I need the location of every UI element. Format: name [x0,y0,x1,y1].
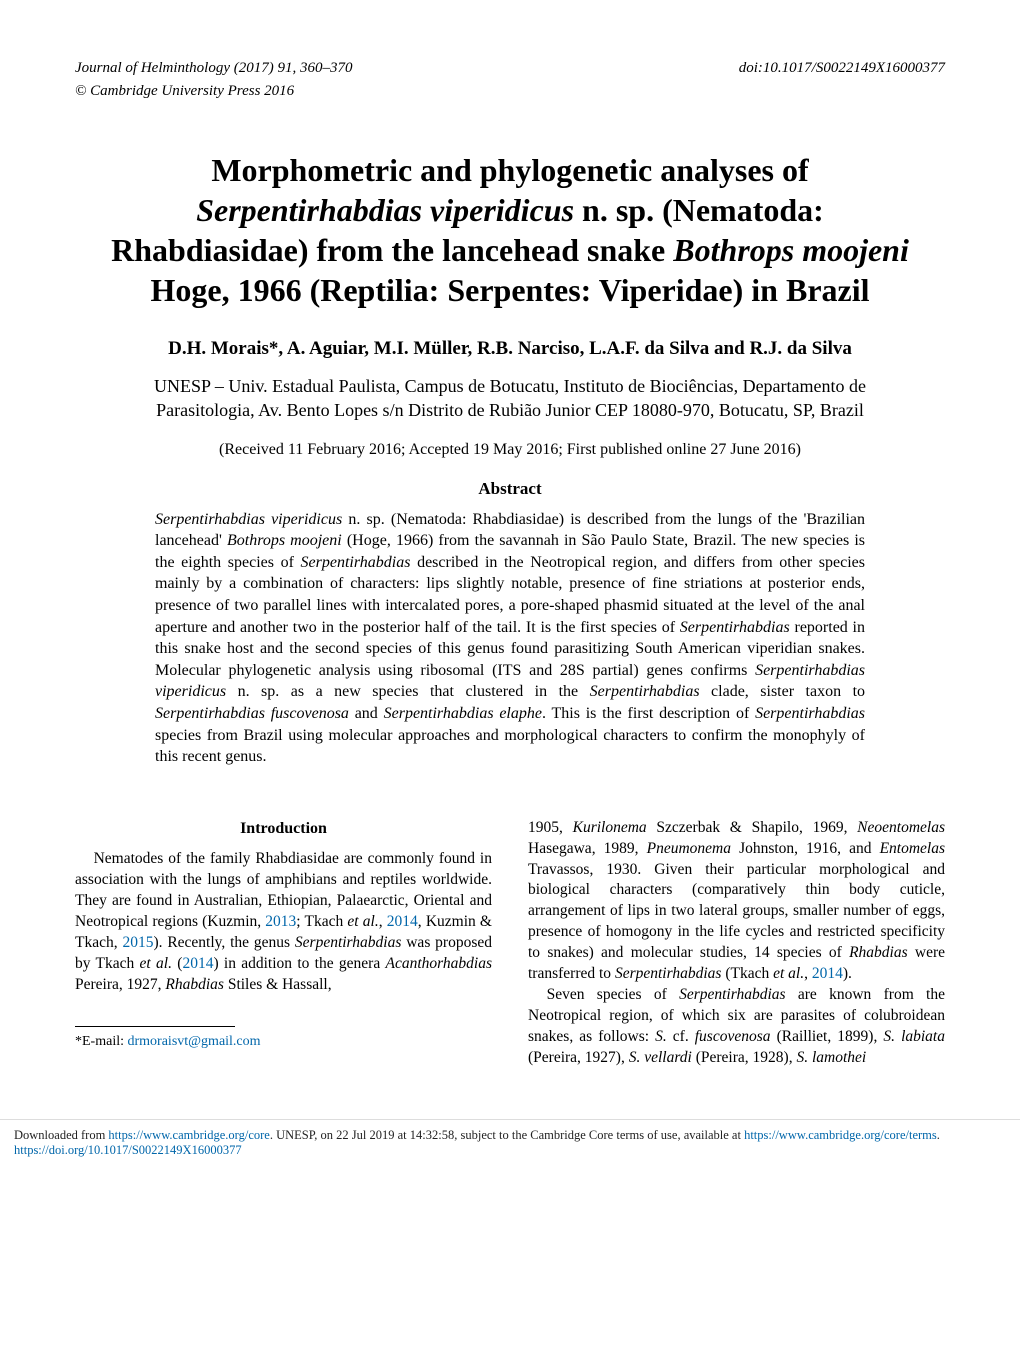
copyright-line: © Cambridge University Press 2016 [75,83,945,100]
intro-txt: Pereira, 1927, [75,976,165,993]
citation-link-kuzmin-tkach-2015[interactable]: 2015 [122,934,153,951]
species-ital: S. [655,1028,667,1045]
citation-link-tkach-2014b[interactable]: 2014 [182,955,213,972]
corresponding-author-footnote: *E-mail: drmoraisvt@gmail.com [75,1033,492,1052]
abstract-txt-6: clade, sister taxon to [700,683,865,700]
running-header: Journal of Helminthology (2017) 91, 360–… [75,60,945,77]
footer-core-link[interactable]: https://www.cambridge.org/core [108,1128,269,1142]
etal: et al. [140,955,172,972]
intro-txt: 1905, [528,819,573,836]
intro-txt: Johnston, 1916, and [731,840,880,857]
intro-txt: Szczerbak & Shapilo, 1969, [647,819,858,836]
abstract-ital-6: Serpentirhabdias [590,683,700,700]
intro-txt: Seven species of [547,986,679,1003]
footer-text: . UNESP, on 22 Jul 2019 at 14:32:58, sub… [270,1128,744,1142]
footer-doi-link[interactable]: https://doi.org/10.1017/S0022149X1600037… [14,1143,242,1157]
footnote-label: *E-mail: [75,1034,128,1049]
genus-ital: Serpentirhabdias [295,934,402,951]
abstract-ital-2: Bothrops moojeni [227,532,342,549]
abstract-ital-9: Serpentirhabdias [755,705,865,722]
author-email-link[interactable]: drmoraisvt@gmail.com [128,1034,261,1049]
abstract-txt-8: . This is the first description of [542,705,755,722]
abstract-txt-5: n. sp. as a new species that clustered i… [226,683,590,700]
abstract-txt-7: and [349,705,384,722]
column-right: 1905, Kurilonema Szczerbak & Shapilo, 19… [528,818,945,1069]
intro-txt: ) in addition to the genera [213,955,385,972]
species-ital: S. lamothei [796,1049,866,1066]
download-footer: Downloaded from https://www.cambridge.or… [0,1119,1020,1168]
abstract-ital-1: Serpentirhabdias viperidicus [155,511,342,528]
doi: doi:10.1017/S0022149X16000377 [739,60,945,77]
title-text-3: Hoge, 1966 (Reptilia: Serpentes: Viperid… [150,272,869,308]
article-dates: (Received 11 February 2016; Accepted 19 … [75,441,945,459]
footer-terms-link[interactable]: https://www.cambridge.org/core/terms [744,1128,937,1142]
intro-txt: Hasegawa, 1989, [528,840,647,857]
citation-link-tkach-2014[interactable]: 2014 [387,913,418,930]
body-columns: Introduction Nematodes of the family Rha… [75,818,945,1069]
footnote-rule [75,1026,235,1027]
genus-ital: Pneumonema [647,840,731,857]
page: Journal of Helminthology (2017) 91, 360–… [0,0,1020,1119]
intro-txt: ). [843,965,852,982]
citation-link-tkach-2014c[interactable]: 2014 [812,965,843,982]
genus-ital: Rhabdias [165,976,224,993]
footer-text: Downloaded from [14,1128,108,1142]
journal-citation: Journal of Helminthology (2017) 91, 360–… [75,60,352,77]
intro-txt: ). Recently, the genus [153,934,294,951]
abstract-ital-3: Serpentirhabdias [301,554,411,571]
etal: et al. [347,913,378,930]
affiliation: UNESP – Univ. Estadual Paulista, Campus … [125,374,895,423]
citation-link-kuzmin-2013[interactable]: 2013 [265,913,296,930]
intro-txt: cf. [667,1028,695,1045]
abstract-ital-7: Serpentirhabdias fuscovenosa [155,705,349,722]
intro-txt: (Pereira, 1928), [692,1049,797,1066]
intro-txt: , [804,965,812,982]
abstract-ital-8: Serpentirhabdias elaphe [384,705,542,722]
title-species-2: Bothrops moojeni [673,232,909,268]
abstract-body: Serpentirhabdias viperidicus n. sp. (Nem… [155,509,865,768]
intro-paragraph-1-cont: 1905, Kurilonema Szczerbak & Shapilo, 19… [528,818,945,985]
abstract-ital-4: Serpentirhabdias [680,619,790,636]
intro-txt: ; Tkach [296,913,347,930]
species-ital: fuscovenosa [695,1028,771,1045]
genus-ital: Entomelas [880,840,945,857]
genus-ital: Neoentomelas [857,819,945,836]
footer-text: . [937,1128,940,1142]
abstract-txt-9: species from Brazil using molecular appr… [155,727,865,766]
intro-txt: (Pereira, 1927), [528,1049,629,1066]
intro-txt: (Tkach [721,965,773,982]
species-ital: S. vellardi [629,1049,692,1066]
genus-ital: Kurilonema [573,819,647,836]
genus-ital: Serpentirhabdias [615,965,722,982]
title-species-1: Serpentirhabdias viperidicus [196,192,574,228]
intro-txt: ( [172,955,182,972]
intro-paragraph-1: Nematodes of the family Rhabdiasidae are… [75,849,492,995]
abstract-heading: Abstract [75,479,945,499]
article-title: Morphometric and phylogenetic analyses o… [105,150,915,310]
genus-ital: Serpentirhabdias [679,986,786,1003]
etal: et al. [773,965,804,982]
title-text-1: Morphometric and phylogenetic analyses o… [211,152,808,188]
species-ital: S. labiata [883,1028,945,1045]
author-list: D.H. Morais*, A. Aguiar, M.I. Müller, R.… [75,338,945,360]
intro-txt: , [379,913,387,930]
genus-ital: Acanthorhabdias [386,955,493,972]
column-left: Introduction Nematodes of the family Rha… [75,818,492,1069]
introduction-heading: Introduction [75,818,492,840]
intro-txt: (Railliet, 1899), [771,1028,884,1045]
intro-txt: Stiles & Hassall, [224,976,332,993]
genus-ital: Rhabdias [849,944,908,961]
intro-paragraph-2: Seven species of Serpentirhabdias are kn… [528,985,945,1069]
